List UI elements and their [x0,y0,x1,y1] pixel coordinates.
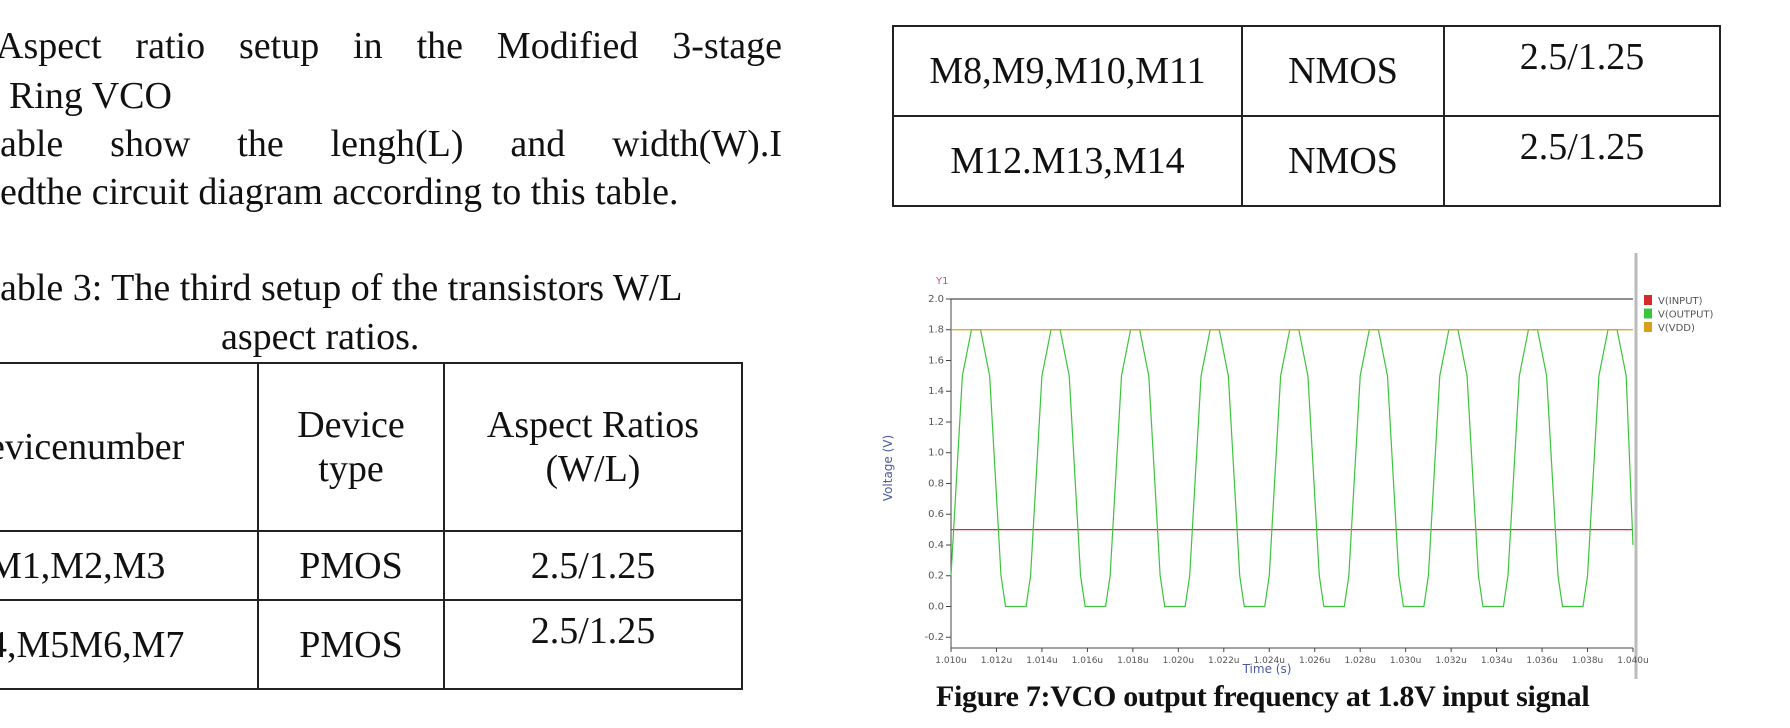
legend-swatch [1644,322,1652,332]
legend-label: V(OUTPUT) [1658,310,1713,321]
cell: 4,M5M6,M7 [0,599,259,690]
x-tick-label: 1.010u [935,656,966,666]
header-cell: Device type [257,362,445,532]
legend-swatch [1644,295,1652,305]
x-tick-label: 1.028u [1344,656,1375,666]
left-table: evicenumber Device type Aspect Ratios (W/L… [0,362,743,690]
x-tick-label: 1.014u [1026,656,1057,666]
x-axis-label: Time (s) [1242,662,1292,676]
cell: 2.5/1.25 [443,530,743,601]
annotation: Y1 [935,276,948,287]
figure-caption: Figure 7:VCO output frequency at 1.8V in… [936,680,1590,713]
heading-line: Ring VCO [9,75,172,117]
cell: 2.5/1.25 [443,599,743,690]
y-axis-label: Voltage (V) [881,435,895,501]
legend-swatch [1644,308,1652,319]
x-tick-label: 1.038u [1572,656,1603,666]
cell: PMOS [257,599,445,690]
x-tick-label: 1.030u [1390,656,1421,666]
x-tick-label: 1.040u [1617,656,1648,666]
x-tick-label: 1.036u [1526,656,1557,666]
y-tick-label: 0.2 [928,571,944,582]
y-tick-label: 1.8 [928,325,944,336]
x-tick-label: 1.026u [1299,656,1330,666]
cell: M12.M13,M14 [892,115,1243,207]
x-tick-label: 1.032u [1435,656,1466,666]
legend-label: V(VDD) [1658,323,1695,334]
y-tick-label: 1.6 [928,355,944,366]
y-tick-label: 1.2 [928,417,944,428]
y-tick-label: -0.2 [924,632,944,643]
y-tick-label: 0.4 [928,540,944,551]
x-tick-label: 1.016u [1072,656,1103,666]
cell: 2.5/1.25 [1443,25,1721,117]
x-tick-label: 1.012u [981,656,1012,666]
y-tick-label: 2.0 [928,294,944,305]
paragraph-line: edthe circuit diagram according to this … [0,171,679,213]
cell: NMOS [1241,25,1445,117]
y-tick-label: 0.8 [928,478,944,489]
cell: PMOS [257,530,445,601]
vco-chart: Y1 Time (s) Voltage (V) 2.0 1.8 1.6 1.4 1.2 1… [881,253,1713,679]
paragraph-line: able show the lengh(L) and width(W).I [0,123,782,165]
y-tick-label: 1.0 [928,448,944,459]
cell: M8,M9,M10,M11 [892,25,1243,117]
legend-label: V(INPUT) [1658,296,1703,307]
heading-line: Aspect ratio setup in the Modified 3-sta… [0,25,782,67]
x-tick-label: 1.020u [1163,656,1194,666]
y-tick-label: 1.4 [928,386,944,397]
cell: 2.5/1.25 [1443,115,1721,207]
y-tick-label: 0.6 [928,509,944,520]
table-caption: able 3: The third setup of the transisto… [0,267,683,309]
table-caption: aspect ratios. [221,316,420,358]
right-table: M8,M9,M10,M11 NMOS 2.5/1.25 M12.M13,M14 NMO… [892,25,1721,207]
x-tick-label: 1.022u [1208,656,1239,666]
x-tick-label: 1.034u [1481,656,1512,666]
cell: M1,M2,M3 [0,530,259,601]
series-line [950,329,1634,608]
y-tick-label: 0.0 [928,601,944,612]
cell: NMOS [1241,115,1445,207]
header-cell: Aspect Ratios (W/L) [443,362,743,532]
x-tick-label: 1.024u [1254,656,1285,666]
x-tick-label: 1.018u [1117,656,1148,666]
header-cell: evicenumber [0,362,259,532]
